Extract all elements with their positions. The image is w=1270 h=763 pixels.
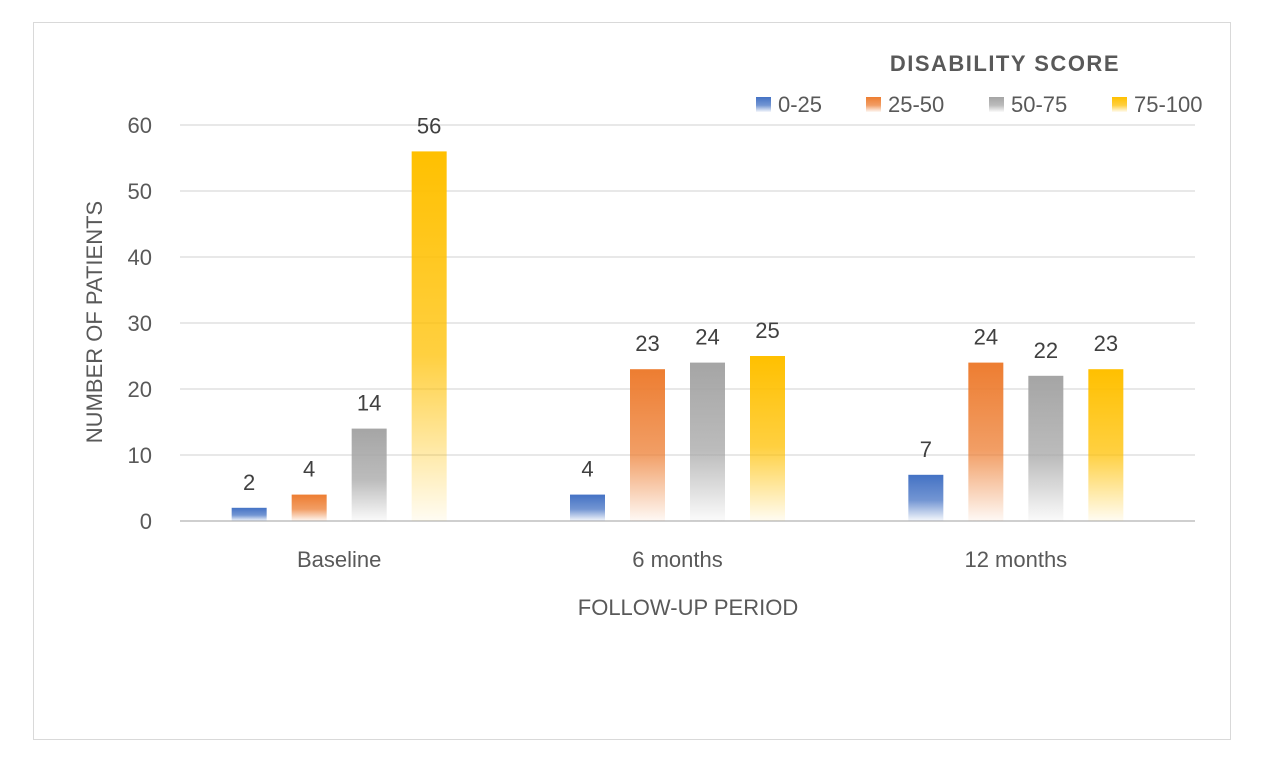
data-label: 23 [1094,331,1118,356]
bar-25-50 [291,494,327,521]
y-axis-title: NUMBER OF PATIENTS [82,201,107,443]
y-tick-label: 10 [128,443,152,468]
bar-25-50 [630,369,665,521]
y-tick-label: 60 [128,113,152,138]
x-category-label: Baseline [297,547,381,572]
data-label: 7 [920,437,932,462]
bar-75-100 [750,356,785,521]
data-label: 2 [243,470,255,495]
bar-75-100 [411,151,447,521]
bar-50-75 [351,428,387,521]
legend-label: 75-100 [1134,92,1203,117]
legend: 0-25 25-50 50-75 75-100 [756,92,1203,117]
x-axis-categories: Baseline 6 months 12 months [297,547,1067,572]
legend-label: 25-50 [888,92,944,117]
x-category-label: 12 months [964,547,1067,572]
bar-50-75 [690,362,725,521]
data-label: 4 [303,457,315,482]
y-tick-label: 30 [128,311,152,336]
bar-0-25 [908,474,944,521]
bar-25-50 [968,362,1004,521]
bar-0-25 [231,507,267,521]
y-tick-label: 20 [128,377,152,402]
legend-swatch [989,97,1004,112]
data-label: 22 [1034,338,1058,363]
data-label: 4 [581,457,593,482]
legend-swatch [1112,97,1127,112]
legend-label: 50-75 [1011,92,1067,117]
y-tick-label: 50 [128,179,152,204]
x-axis-title: FOLLOW-UP PERIOD [578,595,798,620]
data-label: 14 [357,391,381,416]
data-label: 23 [635,331,659,356]
data-label: 56 [417,113,441,138]
data-label: 25 [755,318,779,343]
data-label: 24 [695,325,719,350]
bars [231,151,1124,521]
gridlines [180,124,1195,522]
data-label: 24 [974,325,998,350]
y-axis-ticks: 0 10 20 30 40 50 60 [128,113,152,534]
bar-50-75 [1028,375,1064,521]
y-tick-label: 40 [128,245,152,270]
y-tick-label: 0 [140,509,152,534]
legend-title: DISABILITY SCORE [890,51,1120,76]
legend-label: 0-25 [778,92,822,117]
legend-swatch [866,97,881,112]
bar-75-100 [1088,369,1124,521]
legend-swatch [756,97,771,112]
bar-0-25 [570,494,605,521]
x-category-label: 6 months [632,547,723,572]
